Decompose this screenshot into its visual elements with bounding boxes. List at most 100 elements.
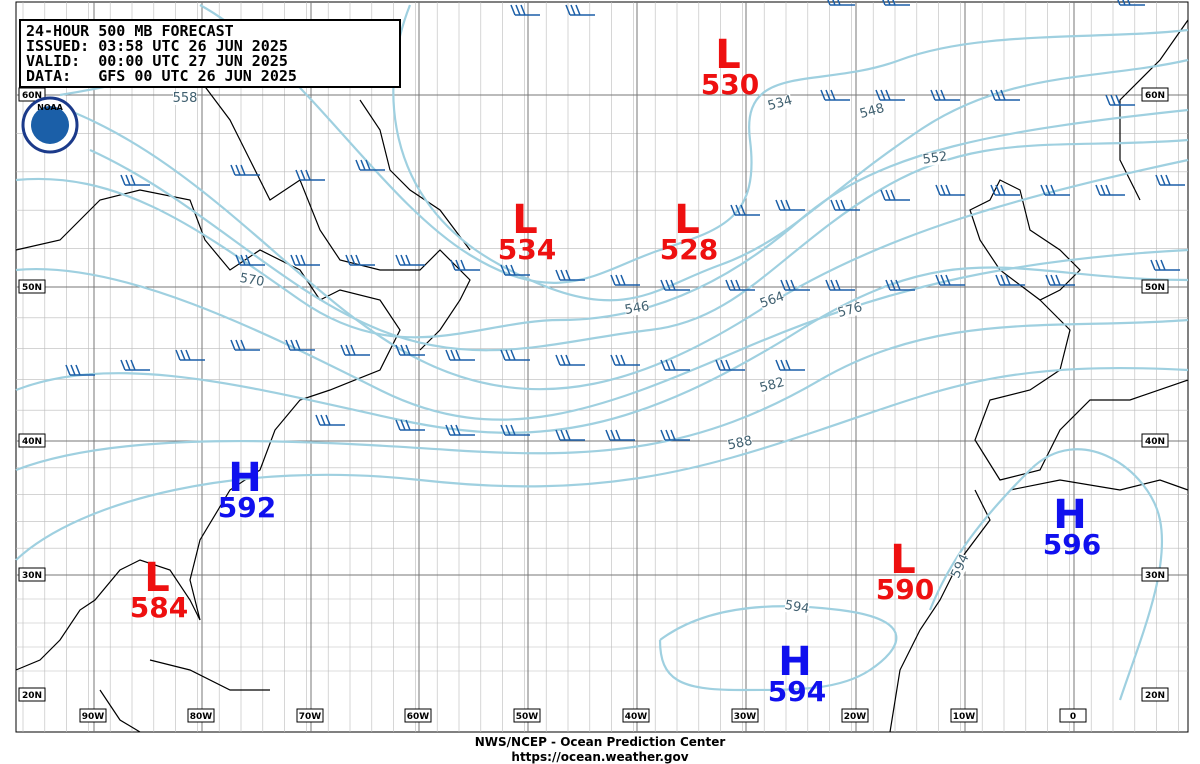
contour-label-bg	[836, 301, 864, 320]
wind-barb	[882, 0, 910, 6]
wind-barb	[610, 274, 640, 286]
wind-barb	[395, 344, 425, 356]
wind-barb	[235, 254, 265, 266]
logo-inner	[31, 106, 69, 144]
wind-barb	[880, 189, 910, 201]
grid	[16, 2, 1188, 732]
wind-barb	[555, 269, 585, 281]
wind-barb	[1117, 0, 1145, 6]
lon-label: 70W	[299, 712, 322, 722]
lat-label-box	[1141, 687, 1169, 702]
contour-label-bg	[238, 272, 265, 289]
lat-label: 40N	[22, 437, 42, 447]
lat-label: 20N	[22, 691, 42, 701]
lat-label: 60N	[1145, 91, 1165, 101]
lat-label-box	[18, 687, 46, 702]
lon-label-box	[731, 708, 759, 723]
wind-barb	[990, 89, 1020, 101]
lon-label-box	[187, 708, 215, 723]
lat-label: 50N	[22, 283, 42, 293]
wind-barb	[395, 419, 425, 431]
wind-barb	[1150, 259, 1180, 271]
lat-label-box	[18, 279, 46, 294]
wind-barb	[610, 354, 640, 366]
contour-label-bg	[624, 300, 651, 317]
center-value: 530	[701, 68, 759, 101]
wind-barb	[120, 359, 150, 371]
wind-barb	[875, 89, 905, 101]
wind-barb	[450, 259, 480, 271]
center-value: 590	[876, 573, 934, 606]
wind-barb	[445, 349, 475, 361]
lon-label: 30W	[734, 712, 757, 722]
center-value: 592	[218, 491, 276, 524]
wind-barb	[1040, 184, 1070, 196]
wind-barb	[295, 169, 325, 181]
wind-barb	[1045, 274, 1075, 286]
contour-label: 558	[173, 91, 198, 106]
wind-barb	[930, 89, 960, 101]
wind-barb	[355, 159, 385, 171]
center-type: L	[144, 555, 170, 601]
wind-barb	[120, 174, 150, 186]
wind-barb	[285, 339, 315, 351]
lon-label: 0	[1070, 712, 1076, 722]
footer-agency: NWS/NCEP - Ocean Prediction Center	[475, 735, 726, 749]
wind-barb	[605, 429, 635, 441]
wind-barb	[935, 184, 965, 196]
lon-label: 10W	[953, 712, 976, 722]
center-value: 584	[130, 591, 188, 624]
header-line: 24-HOUR 500 MB FORECAST	[26, 22, 234, 40]
wind-barb	[885, 279, 915, 291]
contour-label: 552	[922, 149, 949, 167]
wind-barb	[660, 359, 690, 371]
wind-barb	[565, 4, 595, 16]
wind-barb	[780, 279, 810, 291]
lat-label-box	[1141, 433, 1169, 448]
lon-label: 50W	[516, 712, 539, 722]
footer-url: https://ocean.weather.gov	[511, 750, 688, 764]
lat-label: 40N	[1145, 437, 1165, 447]
lon-label: 20W	[844, 712, 867, 722]
map-frame	[15, 1, 1189, 733]
wind-barb	[510, 4, 540, 16]
wind-barb	[775, 359, 805, 371]
contour-label-bg	[922, 150, 948, 167]
lon-label: 90W	[82, 712, 105, 722]
center-value: 594	[768, 675, 826, 708]
wind-barb	[500, 349, 530, 361]
lon-label-box	[513, 708, 541, 723]
center-value: 596	[1043, 528, 1101, 561]
wind-barb	[827, 0, 855, 6]
contour-label: 546	[624, 299, 651, 318]
coastlines	[15, 19, 1189, 733]
wind-barb	[500, 424, 530, 436]
lon-label: 80W	[190, 712, 213, 722]
wind-barb	[660, 279, 690, 291]
lon-label: 60W	[407, 712, 430, 722]
logo-text: NOAA	[37, 103, 63, 112]
header-line: DATA: GFS 00 UTC 26 JUN 2025	[26, 67, 297, 85]
wind-barb	[715, 359, 745, 371]
wind-barb	[230, 164, 260, 176]
lat-label: 30N	[1145, 571, 1165, 581]
wind-barb	[65, 364, 95, 376]
wind-barb	[395, 254, 425, 266]
wind-barb	[230, 339, 260, 351]
center-type: H	[1053, 492, 1086, 538]
contour-label-bg	[758, 290, 786, 311]
wind-barb	[345, 254, 375, 266]
wind-barb	[725, 279, 755, 291]
center-type: H	[778, 639, 811, 685]
lat-label: 60N	[22, 91, 42, 101]
lat-label-box	[1141, 279, 1169, 294]
lon-label-box	[622, 708, 650, 723]
lon-label: 40W	[625, 712, 648, 722]
contour-label: 576	[836, 300, 864, 321]
wind-barb	[935, 274, 965, 286]
wind-barbs	[65, 0, 1185, 441]
contour-label-bg	[858, 102, 886, 121]
contour-label-bg	[766, 94, 794, 113]
header-box	[19, 19, 401, 88]
